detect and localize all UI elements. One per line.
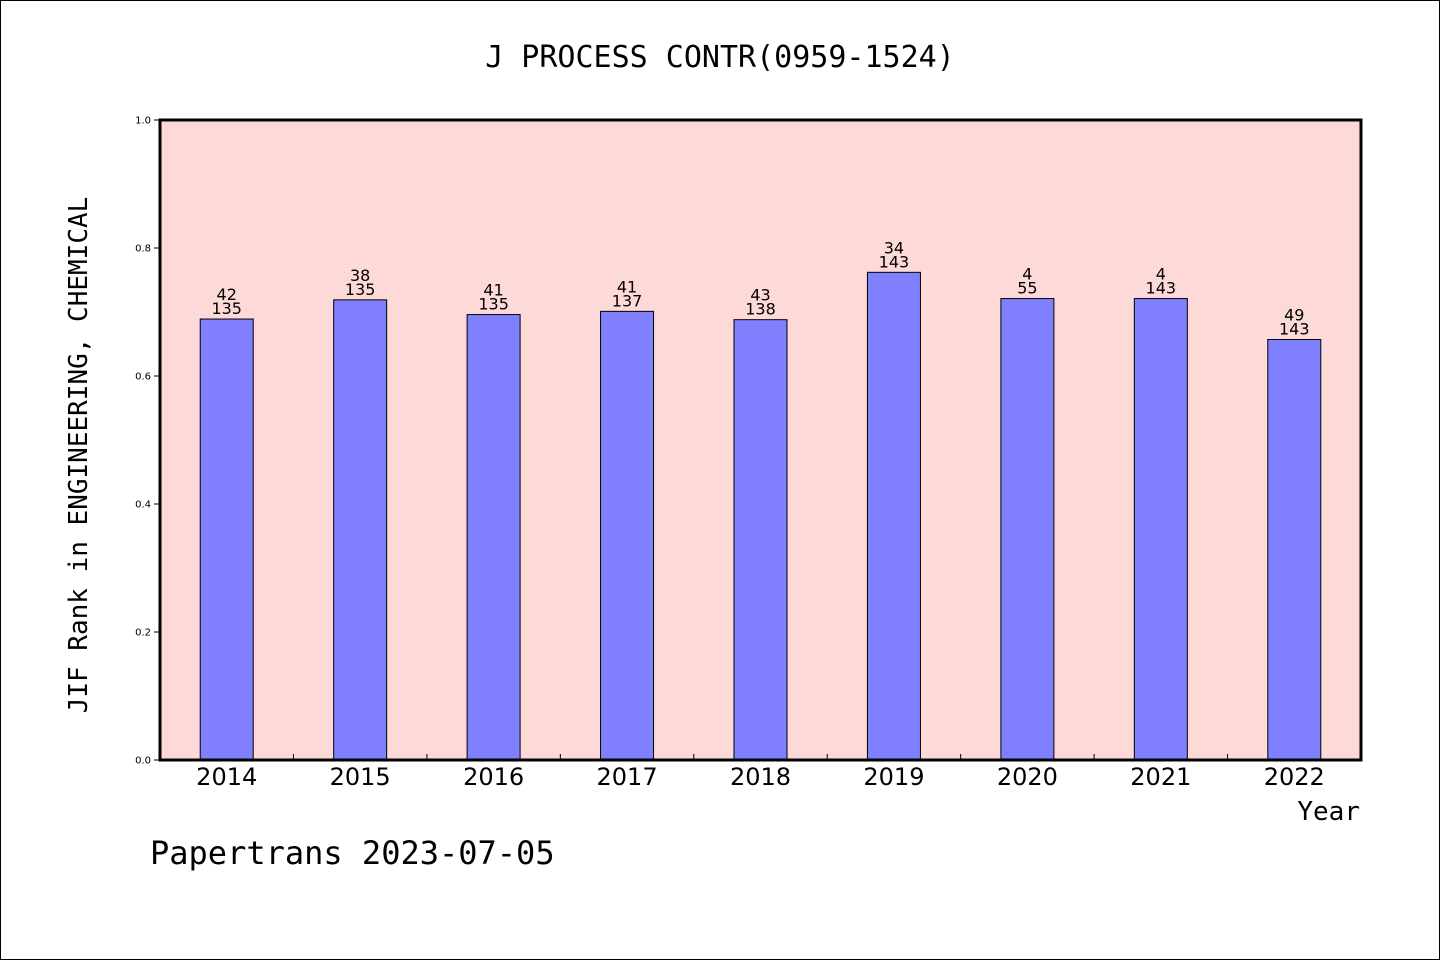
- y-tick-label: 0.8: [135, 244, 151, 255]
- bar-label-rank: 41: [617, 277, 637, 296]
- y-tick-label: 0.0: [135, 756, 151, 767]
- bar-2021: [1133, 298, 1188, 761]
- bar-label-rank: 34: [884, 238, 904, 257]
- bar-label-total: 135: [211, 299, 242, 318]
- bar-label-rank: 42: [217, 285, 237, 304]
- x-tick-label: 2018: [730, 763, 791, 791]
- bar-label-rank: 43: [750, 286, 770, 305]
- bar-label-total: 143: [879, 252, 910, 271]
- bar-2016: [466, 314, 521, 761]
- x-tick-label: 2021: [1130, 763, 1191, 791]
- plot-border: [158, 118, 1363, 762]
- bar-label-rank: 4: [1022, 265, 1032, 284]
- bar-2014: [199, 318, 254, 761]
- bar-label-rank: 38: [350, 266, 370, 285]
- bar-label-rank: 4: [1156, 265, 1166, 284]
- bar-label-total: 55: [1017, 279, 1037, 298]
- bar-label-total: 135: [345, 280, 376, 299]
- x-tick-label: 2019: [863, 763, 924, 791]
- bar-label-total: 137: [612, 291, 643, 310]
- chart-title: J PROCESS CONTR(0959-1524): [485, 40, 955, 75]
- y-tick-label: 0.4: [135, 500, 151, 511]
- x-tick-label: 2020: [997, 763, 1058, 791]
- y-tick-label: 0.2: [135, 628, 151, 639]
- x-tick-label: 2015: [330, 763, 391, 791]
- bar-2019: [866, 271, 921, 761]
- bar-label-total: 143: [1279, 320, 1310, 339]
- bar-2015: [333, 299, 388, 761]
- bar-label-rank: 41: [483, 281, 503, 300]
- bar-label-total: 135: [478, 295, 509, 314]
- x-tick-label: 2017: [597, 763, 658, 791]
- x-tick-label: 2022: [1264, 763, 1325, 791]
- bar-label-total: 138: [745, 300, 776, 319]
- y-tick-label: 1.0: [135, 116, 151, 127]
- x-tick-label: 2016: [463, 763, 524, 791]
- y-axis-label: JIF Rank in ENGINEERING, CHEMICAL: [64, 197, 94, 714]
- bar-2022: [1267, 339, 1322, 761]
- y-tick-label: 0.6: [135, 372, 151, 383]
- bar-label-total: 143: [1146, 279, 1177, 298]
- bar-2017: [600, 310, 655, 761]
- bar-2020: [1000, 298, 1055, 761]
- bar-label-rank: 49: [1284, 306, 1304, 325]
- x-axis-label: Year: [1297, 797, 1360, 827]
- bar-2018: [733, 319, 788, 761]
- watermark-text: Papertrans 2023-07-05: [150, 834, 555, 872]
- x-tick-label: 2014: [196, 763, 257, 791]
